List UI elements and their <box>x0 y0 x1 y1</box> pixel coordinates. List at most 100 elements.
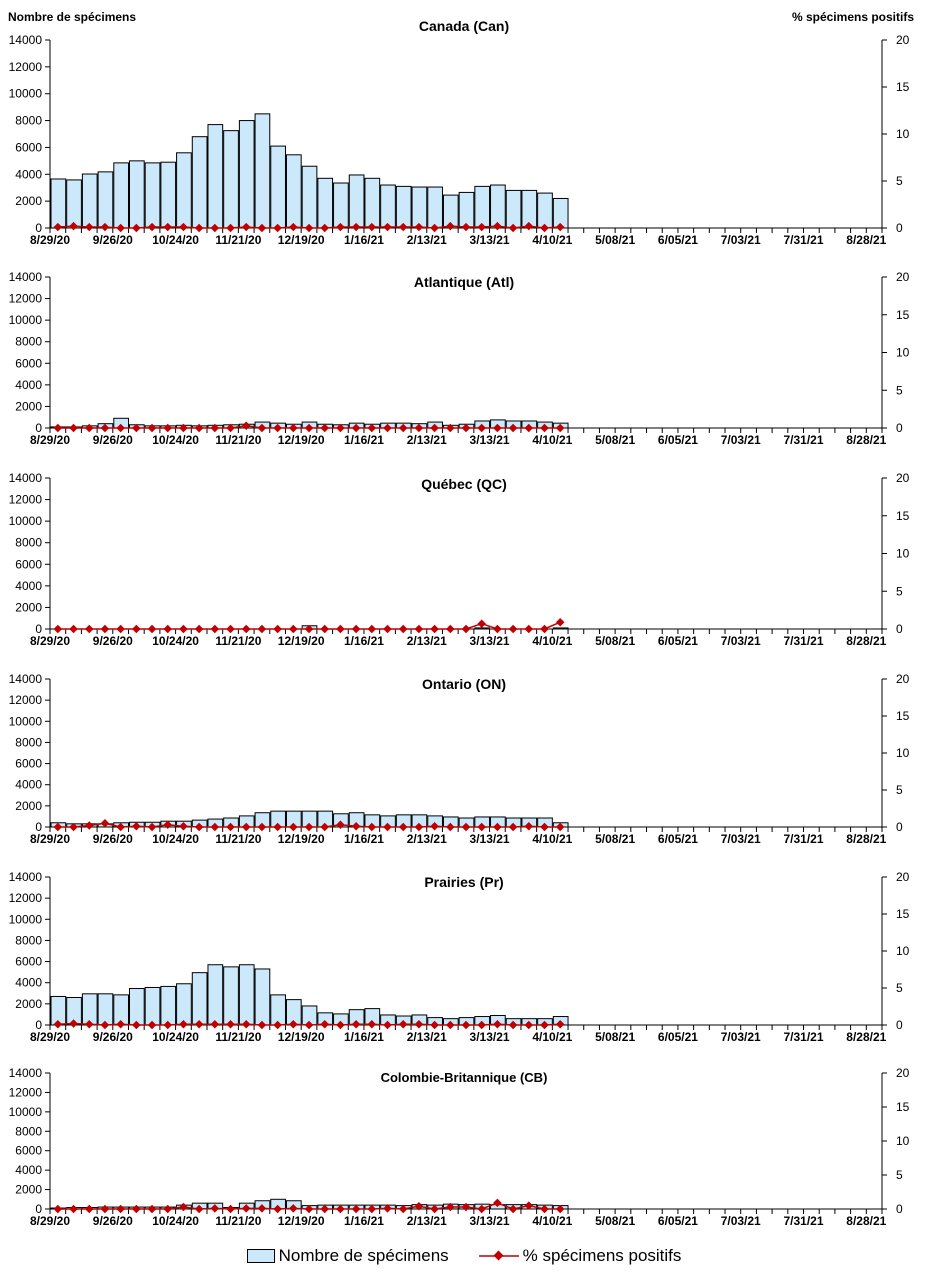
percent-point <box>398 222 408 232</box>
x-tick-label: 1/16/21 <box>344 233 384 247</box>
x-tick-label: 10/24/20 <box>152 832 199 846</box>
percent-point <box>69 423 78 433</box>
left-tick-label: 4000 <box>15 579 42 593</box>
percent-point <box>351 822 361 831</box>
percent-point <box>304 223 314 233</box>
percent-point <box>100 624 110 634</box>
percent-point <box>226 223 235 233</box>
bar <box>223 966 239 1026</box>
percent-point <box>132 223 141 233</box>
percent-point <box>132 624 141 634</box>
panel-title-quebec: Québec (QC) <box>421 476 507 492</box>
x-tick-label: 11/21/20 <box>215 433 261 447</box>
percent-point <box>226 423 235 433</box>
bar <box>207 964 224 1026</box>
left-tick-label: 10000 <box>9 1105 43 1119</box>
x-tick-label: 8/28/21 <box>846 634 886 648</box>
left-tick-label: 8000 <box>15 735 42 749</box>
percent-point <box>477 222 486 232</box>
percent-point <box>414 822 424 832</box>
left-tick-label: 4000 <box>15 378 42 392</box>
bar <box>160 985 177 1026</box>
x-tick-label: 5/08/21 <box>595 634 635 648</box>
percent-point <box>446 1202 455 1212</box>
x-tick-label: 4/10/21 <box>532 433 572 447</box>
right-tick-label: 15 <box>896 509 910 523</box>
percent-point <box>179 222 188 232</box>
percent-point <box>273 822 282 832</box>
left-tick-label: 10000 <box>9 714 43 728</box>
percent-point <box>493 1020 502 1029</box>
right-tick-label: 15 <box>896 80 910 94</box>
x-tick-label: 9/26/20 <box>93 634 133 648</box>
x-tick-label: 6/05/21 <box>658 233 698 247</box>
x-tick-label: 10/24/20 <box>152 433 199 447</box>
bar <box>505 189 522 229</box>
percent-point <box>132 1204 141 1214</box>
percent-point <box>116 423 125 433</box>
left-tick-label: 12000 <box>9 1085 43 1099</box>
x-tick-label: 8/28/21 <box>846 233 886 247</box>
percent-point <box>446 1020 455 1030</box>
percent-point <box>320 423 329 433</box>
right-tick-label: 10 <box>896 1134 910 1148</box>
left-tick-label: 2000 <box>15 600 42 614</box>
right-tick-label: 20 <box>896 270 910 284</box>
percent-point <box>430 1204 439 1214</box>
left-tick-label: 0 <box>35 221 42 235</box>
x-tick-label: 8/29/20 <box>30 1214 70 1228</box>
percent-point <box>555 1204 565 1214</box>
percent-point <box>116 624 125 634</box>
percent-point <box>367 624 377 634</box>
percent-point <box>273 1204 282 1214</box>
percent-point <box>414 1020 424 1029</box>
percent-point <box>477 822 486 832</box>
left-tick-label: 4000 <box>15 167 42 181</box>
percent-point <box>461 624 471 634</box>
bar <box>128 160 145 229</box>
panel-title-cb: Colombie-Britannique (CB) <box>380 1070 548 1085</box>
left-tick-label: 10000 <box>9 313 43 327</box>
left-tick-label: 14000 <box>9 270 43 284</box>
legend: Nombre de spécimens % spécimens positifs <box>0 1246 928 1266</box>
right-tick-label: 0 <box>896 1018 903 1032</box>
percent-point <box>179 423 188 433</box>
left-tick-label: 4000 <box>15 778 42 792</box>
left-tick-label: 0 <box>35 1202 42 1216</box>
left-tick-label: 14000 <box>9 672 43 686</box>
percent-point <box>383 423 392 433</box>
percent-point <box>540 1020 549 1030</box>
percent-point <box>147 222 157 232</box>
x-tick-label: 6/05/21 <box>658 1030 698 1044</box>
percent-point <box>461 222 471 232</box>
percent-point <box>289 423 298 433</box>
percent-point <box>194 423 204 433</box>
right-axis-label: % spécimens positifs <box>791 10 914 24</box>
bar <box>285 154 302 229</box>
x-tick-label: 11/21/20 <box>215 233 261 247</box>
right-tick-label: 5 <box>896 783 903 797</box>
percent-point <box>477 1020 486 1030</box>
left-tick-label: 8000 <box>15 933 42 947</box>
percent-point <box>147 1204 157 1214</box>
percent-point <box>257 423 267 433</box>
left-tick-label: 6000 <box>15 356 42 370</box>
percent-point <box>461 1020 471 1030</box>
percent-point <box>446 822 455 832</box>
right-tick-label: 10 <box>896 547 910 561</box>
percent-point <box>555 617 565 627</box>
x-tick-label: 2/13/21 <box>407 433 447 447</box>
percent-point <box>351 1204 361 1214</box>
percent-point <box>210 423 220 433</box>
x-tick-label: 12/19/20 <box>278 634 325 648</box>
bar <box>97 171 114 229</box>
percent-point <box>210 624 220 634</box>
x-tick-label: 6/05/21 <box>658 1214 698 1228</box>
line-marker-icon <box>478 1250 519 1261</box>
x-tick-label: 9/26/20 <box>93 1214 133 1228</box>
x-tick-label: 3/13/21 <box>470 233 510 247</box>
percent-point <box>493 1198 502 1208</box>
percent-point <box>304 822 314 832</box>
percent-point <box>85 423 94 433</box>
left-tick-label: 8000 <box>15 335 42 349</box>
